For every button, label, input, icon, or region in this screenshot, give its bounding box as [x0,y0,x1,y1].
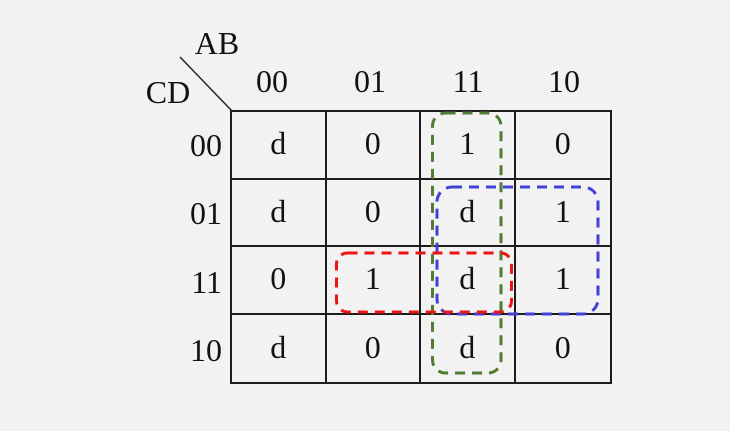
col-axis-label: AB [194,25,240,61]
row-axis-label: CD [145,74,191,110]
col-header-00: 00 [256,63,288,99]
cell-cd10-ab11: d [421,314,516,382]
cell-cd11-ab00: 0 [232,247,327,315]
cell-cd10-ab00: d [232,314,327,382]
cell-cd11-ab01: 1 [326,247,421,315]
cell-cd00-ab01: 0 [326,112,421,180]
col-header-11: 11 [452,63,484,99]
row-header-01: 01 [190,195,222,231]
row-header-10: 10 [190,332,222,368]
row-header-11: 11 [191,264,222,300]
cell-cd01-ab11: d [421,179,516,247]
cell-cd10-ab10: 0 [554,328,571,365]
cell-cd11-ab11: d [421,247,516,315]
cell-cd10-ab01: 0 [327,314,421,382]
row-header-00: 00 [190,127,222,163]
cell-cd11-ab10: 1 [515,247,610,315]
cell-cd01-ab00: d [232,179,327,247]
cell-cd00-ab10: 0 [515,112,610,180]
cell-cd01-ab10: 1 [515,180,610,247]
cell-cd00-ab11: 1 [421,112,516,180]
cell-cd00-ab00: d [232,112,327,180]
kmap-grid: d 0 1 0 d 0 d 1 0 1 d 1 d 0 d 0 [230,110,612,384]
col-header-01: 01 [354,63,386,99]
col-header-10: 10 [548,63,580,99]
cell-cd01-ab01: 0 [326,179,421,247]
